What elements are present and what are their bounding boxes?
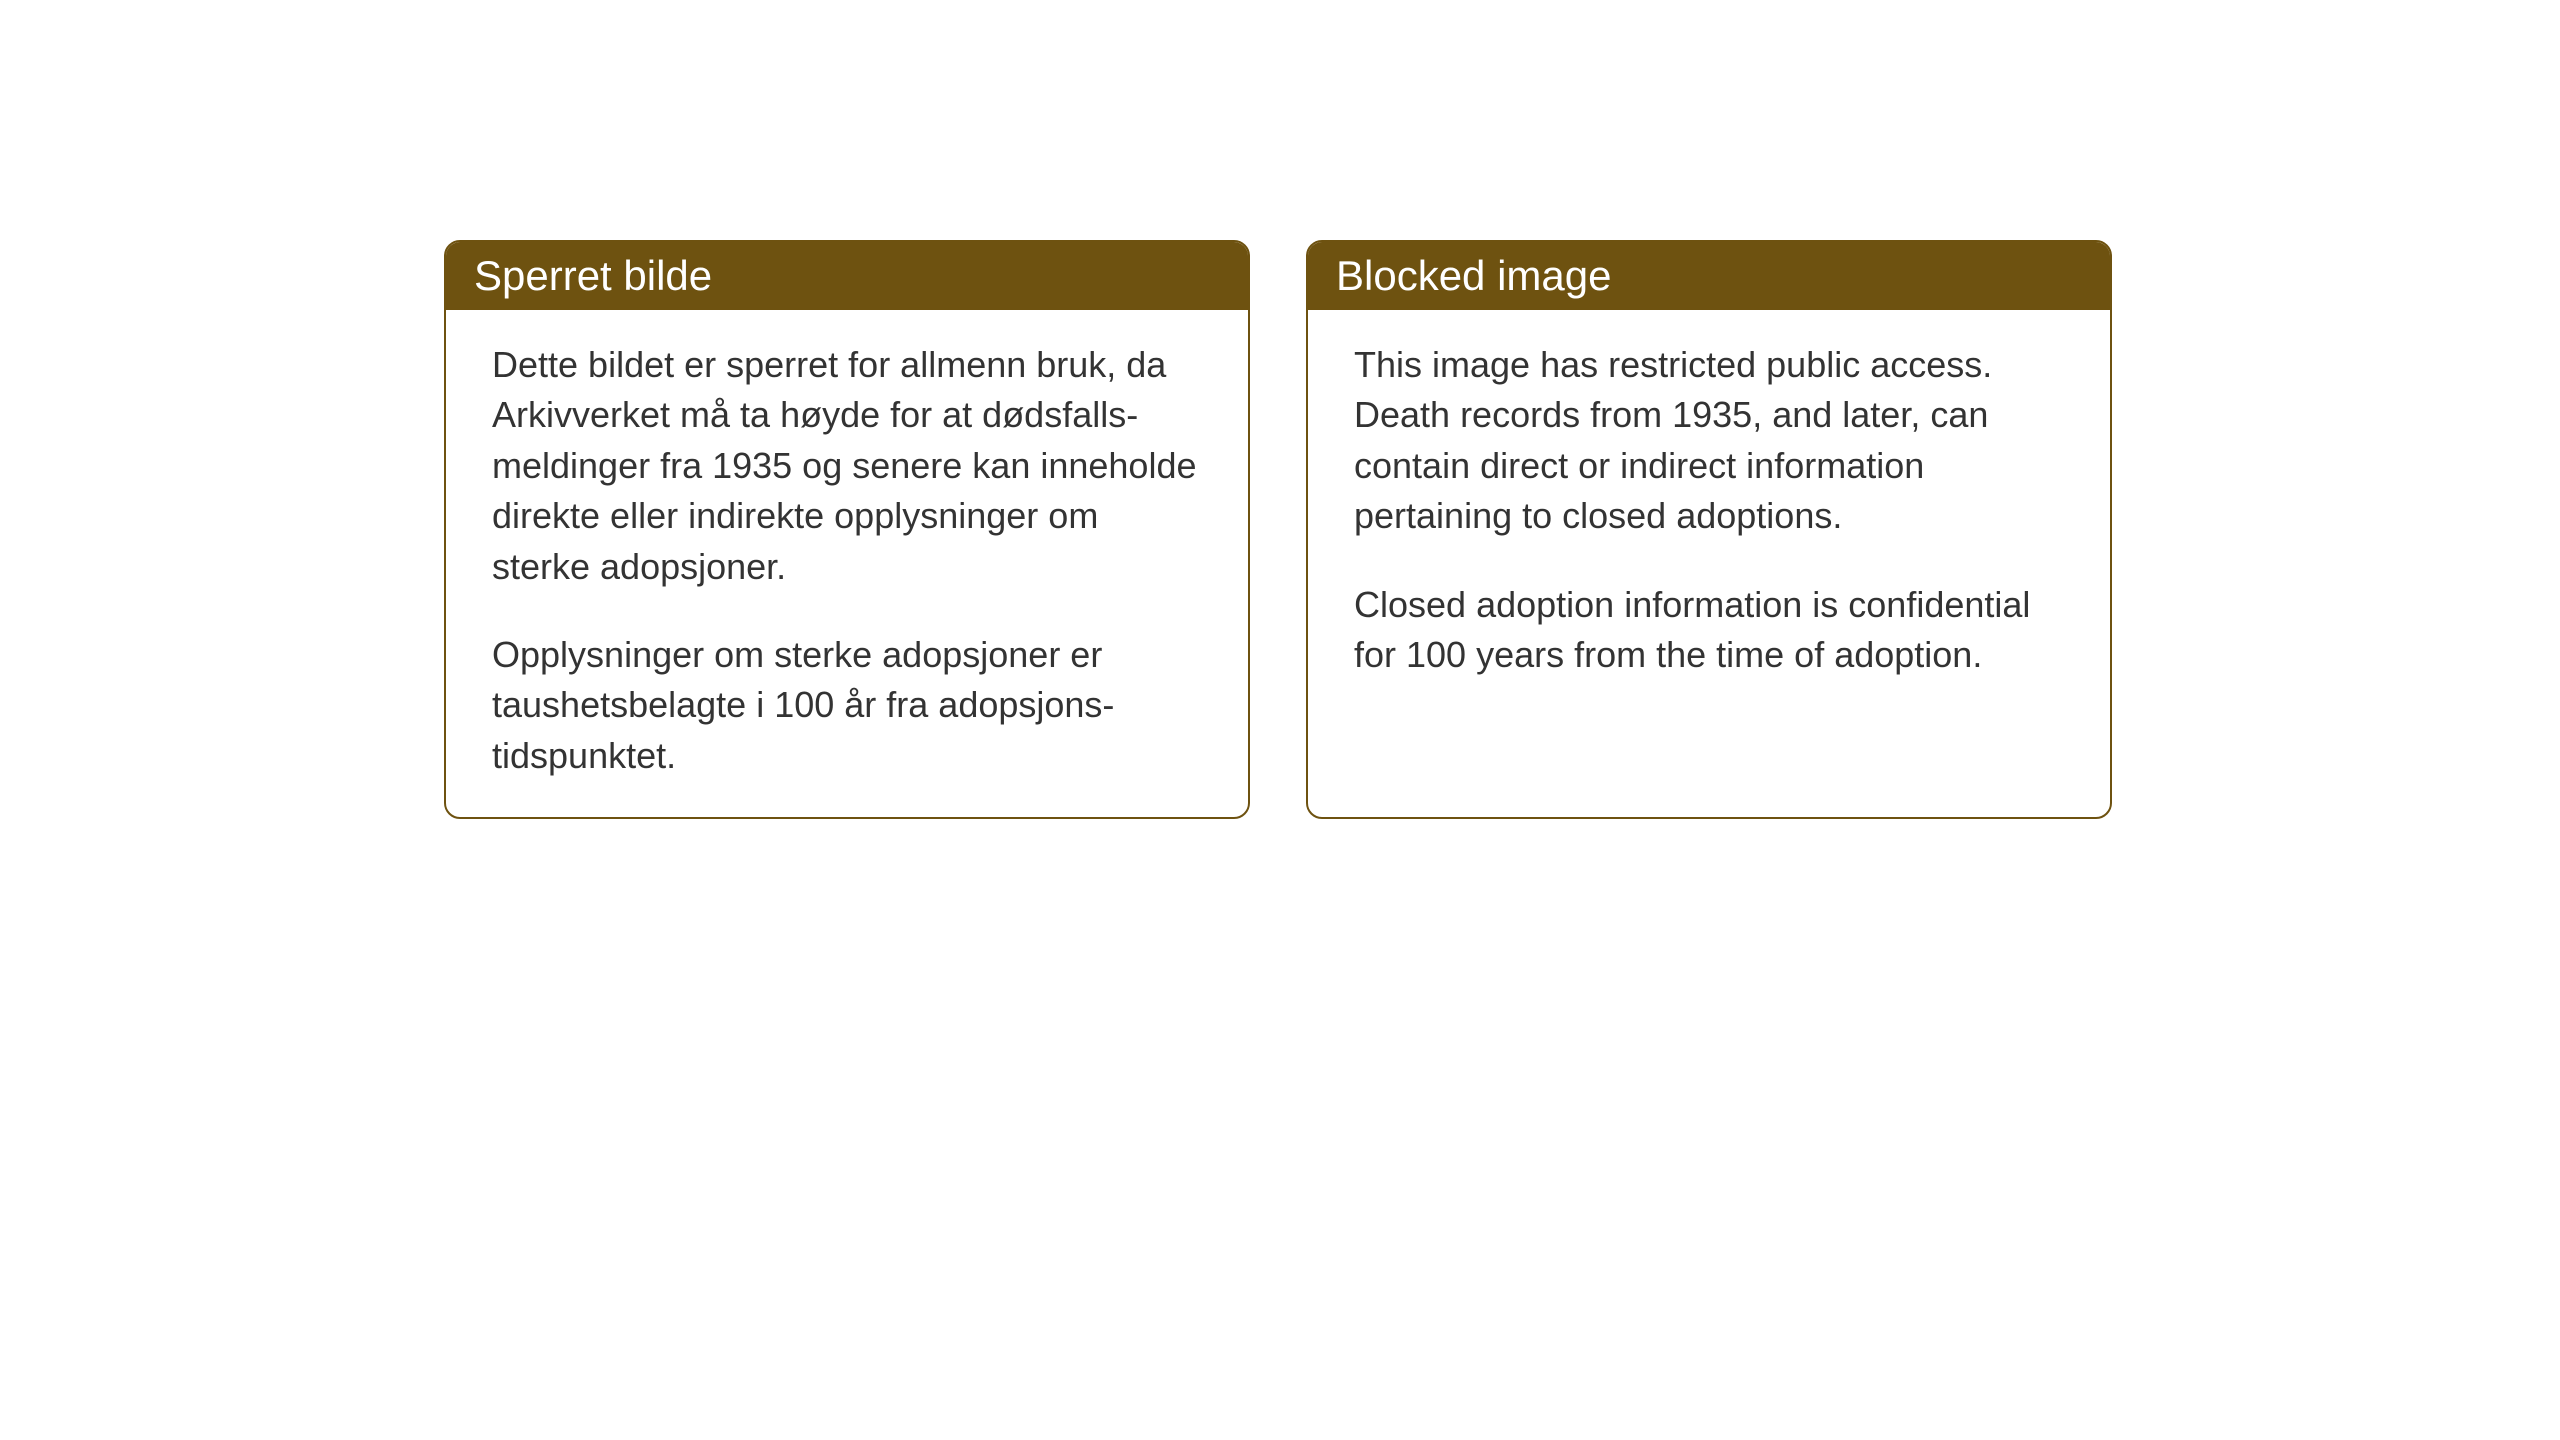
card-title-english: Blocked image (1336, 252, 1611, 299)
card-paragraph-1-english: This image has restricted public access.… (1354, 340, 2064, 542)
notice-container: Sperret bilde Dette bildet er sperret fo… (444, 240, 2112, 819)
card-paragraph-2-norwegian: Opplysninger om sterke adopsjoner er tau… (492, 630, 1202, 781)
notice-card-norwegian: Sperret bilde Dette bildet er sperret fo… (444, 240, 1250, 819)
card-body-norwegian: Dette bildet er sperret for allmenn bruk… (446, 310, 1248, 817)
card-header-norwegian: Sperret bilde (446, 242, 1248, 310)
card-body-english: This image has restricted public access.… (1308, 310, 2110, 716)
card-title-norwegian: Sperret bilde (474, 252, 712, 299)
card-paragraph-2-english: Closed adoption information is confident… (1354, 580, 2064, 681)
card-header-english: Blocked image (1308, 242, 2110, 310)
card-paragraph-1-norwegian: Dette bildet er sperret for allmenn bruk… (492, 340, 1202, 592)
notice-card-english: Blocked image This image has restricted … (1306, 240, 2112, 819)
